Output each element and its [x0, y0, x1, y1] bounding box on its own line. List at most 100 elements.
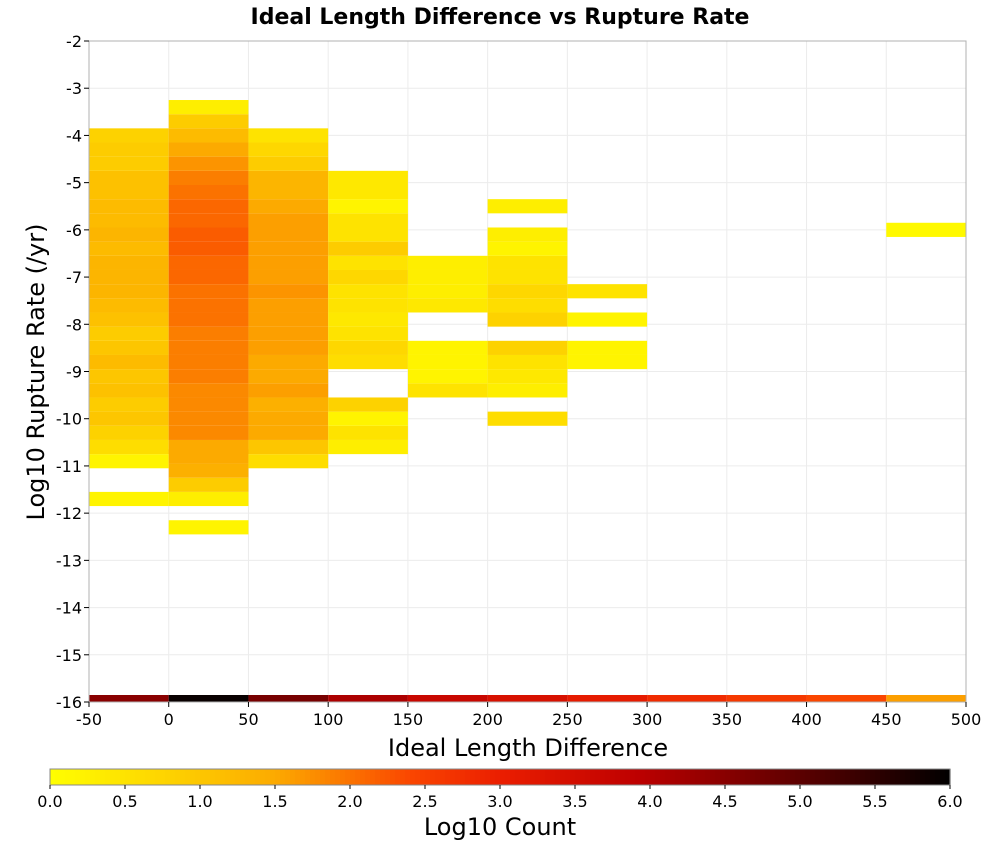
colorbar-segment: [275, 769, 281, 785]
colorbar-segment: [50, 769, 56, 785]
heatmap-cell: [248, 340, 329, 355]
colorbar-segment: [515, 769, 521, 785]
colorbar-segment: [230, 769, 236, 785]
heatmap-cell: [248, 369, 329, 384]
colorbar-segment: [340, 769, 346, 785]
bottom-strip-cell: [886, 695, 966, 702]
heatmap-cell: [168, 100, 249, 115]
colorbar-segment: [770, 769, 776, 785]
bottom-strip-cell: [328, 695, 408, 702]
colorbar-segment: [65, 769, 71, 785]
heatmap-cell: [407, 369, 488, 384]
heatmap-cell: [248, 255, 329, 270]
heatmap-cell: [248, 411, 329, 426]
colorbar-segment: [130, 769, 136, 785]
colorbar-segment: [675, 769, 681, 785]
heatmap-cell: [89, 397, 169, 412]
colorbar-segment: [830, 769, 836, 785]
colorbar-segment: [405, 769, 411, 785]
heatmap-cell: [168, 199, 249, 214]
colorbar-segment: [550, 769, 556, 785]
colorbar-tick-label: 1.0: [187, 792, 212, 811]
colorbar-segment: [755, 769, 761, 785]
colorbar-tick-label: 3.5: [562, 792, 587, 811]
heatmap-cell: [328, 269, 408, 285]
heatmap-cell: [89, 354, 169, 370]
colorbar-segment: [800, 769, 806, 785]
colorbar-segment: [480, 769, 486, 785]
colorbar-segment: [470, 769, 476, 785]
y-tick-label: -4: [66, 126, 82, 145]
colorbar-segment: [725, 769, 731, 785]
colorbar-segment: [700, 769, 706, 785]
colorbar-segment: [370, 769, 376, 785]
heatmap-cell: [328, 312, 408, 327]
y-tick-label: -12: [56, 504, 82, 523]
colorbar-segment: [165, 769, 171, 785]
colorbar-segment: [570, 769, 576, 785]
colorbar-tick-label: 5.5: [862, 792, 887, 811]
bottom-strip-cell: [567, 695, 648, 702]
colorbar-segment: [305, 769, 311, 785]
bottom-strip-cell: [487, 695, 568, 702]
heatmap-cell: [89, 312, 169, 327]
colorbar-segment: [510, 769, 516, 785]
colorbar-segment: [440, 769, 446, 785]
colorbar-segment: [435, 769, 441, 785]
heatmap-cell: [89, 170, 169, 186]
colorbar-segment: [560, 769, 566, 785]
heatmap-cell: [89, 199, 169, 214]
colorbar-segment: [750, 769, 756, 785]
heatmap-cell: [89, 255, 169, 270]
colorbar-segment: [215, 769, 221, 785]
heatmap-cell: [407, 298, 488, 313]
colorbar-segment: [585, 769, 591, 785]
y-axis-label: Log10 Rupture Rate (/yr): [22, 224, 50, 521]
colorbar-segment: [545, 769, 551, 785]
colorbar-segment: [690, 769, 696, 785]
colorbar-segment: [105, 769, 111, 785]
colorbar-segment: [645, 769, 651, 785]
colorbar-segment: [500, 769, 506, 785]
colorbar-segment: [610, 769, 616, 785]
colorbar-segment: [900, 769, 906, 785]
colorbar-segment: [905, 769, 911, 785]
colorbar-segment: [420, 769, 426, 785]
heatmap-cell: [89, 142, 169, 157]
colorbar-segment: [790, 769, 796, 785]
colorbar-segment: [765, 769, 771, 785]
colorbar-segment: [150, 769, 156, 785]
heatmap-cell: [248, 156, 329, 171]
heatmap-cell: [407, 269, 488, 285]
colorbar-segment: [605, 769, 611, 785]
colorbar-segment: [350, 769, 356, 785]
colorbar-segment: [945, 769, 951, 785]
chart-title: Ideal Length Difference vs Rupture Rate: [251, 5, 750, 30]
bottom-strip-cell: [647, 695, 727, 702]
heatmap-cell: [168, 477, 249, 492]
heatmap-cell: [567, 354, 648, 370]
colorbar-segment: [600, 769, 606, 785]
heatmap-cell: [487, 199, 568, 214]
heatmap-cell: [248, 128, 329, 143]
y-tick-label: -9: [66, 363, 82, 382]
colorbar-segment: [255, 769, 261, 785]
heatmap-cell: [487, 298, 568, 313]
colorbar-segment: [810, 769, 816, 785]
heatmap-cell: [168, 114, 249, 129]
colorbar-segment: [235, 769, 241, 785]
x-tick-label: 150: [393, 710, 424, 729]
colorbar-segment: [265, 769, 271, 785]
heatmap-cell: [328, 227, 408, 242]
colorbar-segment: [745, 769, 751, 785]
heatmap-cell: [168, 411, 249, 426]
colorbar-segment: [850, 769, 856, 785]
heatmap-cell: [248, 439, 329, 455]
colorbar-segment: [815, 769, 821, 785]
colorbar-tick-label: 2.0: [337, 792, 362, 811]
heatmap-cell: [487, 411, 568, 426]
heatmap-cell: [487, 227, 568, 242]
heatmap-cell: [168, 383, 249, 398]
heatmap-cell: [886, 222, 966, 237]
